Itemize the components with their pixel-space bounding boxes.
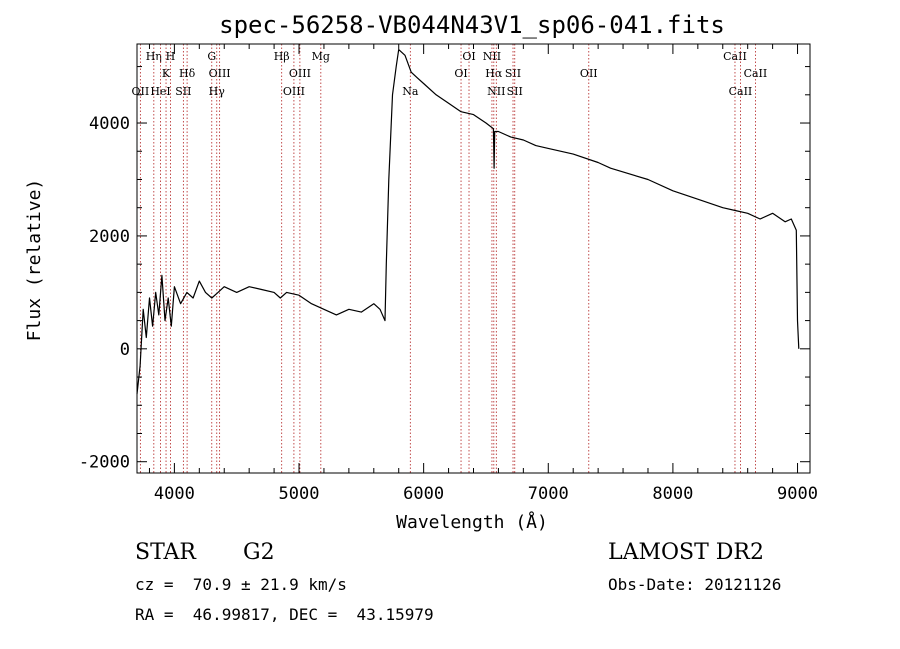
coordinates: RA = 46.99817, DEC = 43.15979 xyxy=(135,605,434,624)
marker-label-15: OI xyxy=(454,67,467,80)
marker-label-21: SII xyxy=(507,85,523,98)
marker-label-19: NII xyxy=(487,85,505,98)
marker-label-14: Na xyxy=(402,85,419,98)
marker-label-20: SII xyxy=(505,67,521,80)
marker-label-18: Hα xyxy=(485,67,503,80)
marker-label-4: H xyxy=(166,50,176,63)
spectrum-series xyxy=(136,48,800,395)
marker-label-8: Hγ xyxy=(209,85,226,98)
y-tick-label-0: -2000 xyxy=(79,453,130,473)
marker-label-9: OIII xyxy=(209,67,231,80)
x-tick-label-1: 5000 xyxy=(279,484,320,504)
y-tick-label-2: 2000 xyxy=(89,227,130,247)
redshift-info: cz = 70.9 ± 21.9 km/s xyxy=(135,575,347,594)
marker-label-24: CaII xyxy=(729,85,753,98)
spectrum-line-0 xyxy=(136,48,800,395)
y-axis-label: Flux (relative) xyxy=(24,179,45,342)
x-tick-label-5: 9000 xyxy=(777,484,818,504)
x-tick-label-4: 8000 xyxy=(652,484,693,504)
axis-ticks: 4000 5000 6000 7000 8000 9000 -2000 0 2000 4000 xyxy=(79,44,818,504)
y-tick-label-1: 0 xyxy=(120,340,130,360)
marker-label-3: K xyxy=(162,67,171,80)
marker-label-13: Mg xyxy=(312,50,330,63)
object-subclass: G2 xyxy=(243,540,275,565)
x-axis-label: Wavelength (Å) xyxy=(396,511,548,533)
marker-label-1: Hη xyxy=(146,50,162,63)
marker-label-0: OII xyxy=(132,85,150,98)
marker-label-22: OII xyxy=(580,67,598,80)
spectral-line-markers: OIIHηHeIKHSIIHδGHγOIIIHβOIIIOIIIMgNaOIOI… xyxy=(132,44,768,473)
x-tick-label-2: 6000 xyxy=(403,484,444,504)
obs-date: Obs-Date: 20121126 xyxy=(608,575,782,594)
x-tick-label-3: 7000 xyxy=(528,484,569,504)
marker-label-25: CaII xyxy=(744,67,768,80)
survey-name: LAMOST DR2 xyxy=(608,540,764,565)
x-tick-label-0: 4000 xyxy=(154,484,195,504)
chart-title: spec-56258-VB044N43V1_sp06-041.fits xyxy=(219,11,725,39)
marker-label-16: OI xyxy=(462,50,475,63)
marker-label-5: SII xyxy=(175,85,191,98)
plot-frame xyxy=(136,43,811,474)
marker-label-11: OIII xyxy=(283,85,305,98)
marker-label-23: CaII xyxy=(723,50,747,63)
marker-label-7: G xyxy=(207,50,216,63)
y-tick-label-3: 4000 xyxy=(89,114,130,134)
marker-label-6: Hδ xyxy=(179,67,196,80)
object-class: STAR xyxy=(135,540,196,565)
marker-label-10: Hβ xyxy=(274,50,290,63)
marker-label-17: NII xyxy=(483,50,501,63)
marker-label-2: HeI xyxy=(150,85,170,98)
marker-label-12: OIII xyxy=(289,67,311,80)
